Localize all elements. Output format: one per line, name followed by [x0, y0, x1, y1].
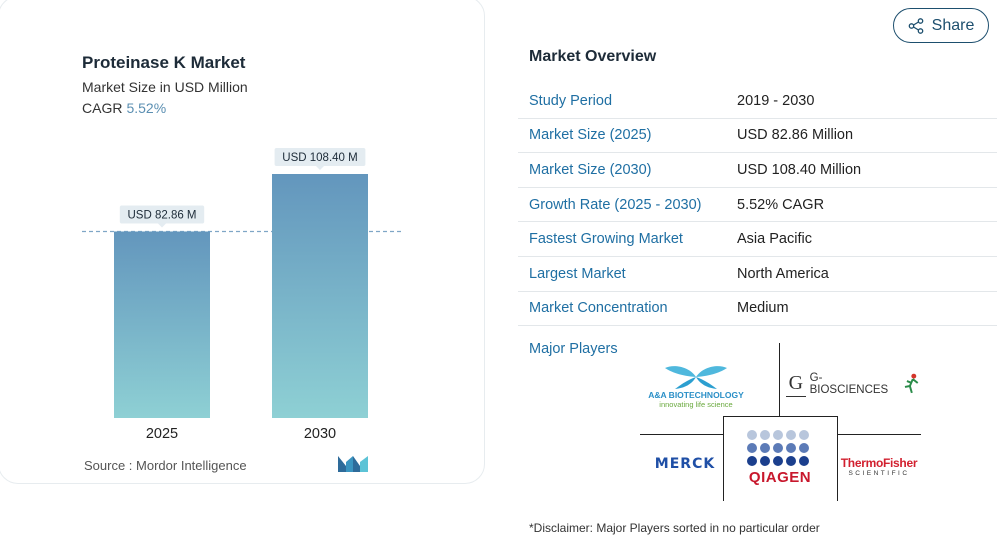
gbiosciences-logo: G G-BIOSCIENCES	[786, 366, 921, 402]
qiagen-dots-icon	[747, 429, 809, 466]
data-label-pointer	[158, 223, 166, 228]
chart-subtitle: Market Size in USD Million	[82, 79, 248, 95]
x-tick-label: 2030	[304, 426, 336, 442]
data-label-bg	[119, 205, 205, 224]
overview-value: 2019 - 2030	[737, 92, 815, 109]
bar-2025	[114, 231, 210, 418]
aa-name: A&A BIOTECHNOLOGY	[648, 389, 744, 400]
cagr-label: CAGR	[82, 100, 123, 116]
thermofisher-logo: ThermoFisher SCIENTIFIC	[838, 452, 920, 480]
overview-row: Market Concentration Medium	[518, 292, 997, 327]
overview-table: Study Period 2019 - 2030 Market Size (20…	[518, 84, 997, 327]
overview-row: Largest Market North America	[518, 257, 997, 292]
overview-label[interactable]: Study Period	[529, 92, 613, 109]
aa-tagline: innovating life science	[659, 399, 733, 409]
merck-name: MERCK	[654, 456, 716, 472]
x-tick-label: 2025	[146, 426, 178, 442]
disclaimer-note: *Disclaimer: Major Players sorted in no …	[529, 521, 820, 535]
qiagen-box	[723, 416, 838, 501]
g-mark-icon: G	[786, 371, 806, 397]
runner-icon	[905, 373, 919, 394]
overview-value: Asia Pacific	[737, 231, 812, 248]
share-button[interactable]: Share	[893, 8, 989, 43]
bar-2030	[272, 174, 368, 418]
source-note: Source : Mordor Intelligence	[84, 458, 247, 473]
data-label: USD 108.40 M	[282, 152, 357, 164]
overview-value: Medium	[737, 300, 789, 317]
cagr-line: CAGR 5.52%	[82, 100, 166, 116]
thermo-sub: SCIENTIFIC	[848, 469, 910, 477]
overview-value: USD 82.86 Million	[737, 127, 854, 144]
share-icon	[908, 17, 923, 34]
data-label: USD 82.86 M	[127, 209, 196, 221]
overview-label[interactable]: Market Concentration	[529, 300, 668, 317]
bar-chart: USD 82.86 M 2025 USD 108.40 M 2030	[82, 148, 402, 442]
data-label-pointer	[316, 166, 324, 170]
chart-title: Proteinase K Market	[82, 53, 246, 72]
grid-divider	[779, 343, 780, 416]
chart-card	[0, 0, 485, 484]
major-players-label[interactable]: Major Players	[529, 341, 618, 357]
overview-row: Fastest Growing Market Asia Pacific	[518, 222, 997, 257]
overview-label[interactable]: Largest Market	[529, 265, 626, 282]
butterfly-icon	[665, 365, 727, 389]
source-value: Mordor Intelligence	[136, 458, 247, 473]
overview-label[interactable]: Fastest Growing Market	[529, 231, 683, 248]
mordor-logo-icon	[338, 456, 368, 472]
data-label-bg	[274, 148, 366, 166]
source-label: Source :	[84, 458, 133, 473]
overview-title: Market Overview	[529, 48, 657, 65]
qiagen-name: QIAGEN	[748, 468, 812, 486]
overview-value: USD 108.40 Million	[737, 161, 862, 178]
overview-value: 5.52% CAGR	[737, 196, 825, 213]
grid-divider	[838, 434, 921, 435]
merck-logo: MERCK	[645, 450, 725, 478]
overview-row: Study Period 2019 - 2030	[518, 84, 997, 119]
thermo-name: ThermoFisher	[840, 455, 918, 470]
share-label: Share	[931, 16, 975, 34]
gbio-name: G-BIOSCIENCES	[809, 372, 889, 396]
overview-label[interactable]: Growth Rate (2025 - 2030)	[529, 196, 702, 213]
qiagen-logo: QIAGEN	[735, 426, 825, 488]
aa-biotech-logo: A&A BIOTECHNOLOGY innovating life scienc…	[640, 358, 752, 414]
overview-row: Market Size (2025) USD 82.86 Million	[518, 119, 997, 154]
overview-label[interactable]: Market Size (2030)	[529, 161, 652, 178]
cagr-value: 5.52%	[126, 100, 167, 116]
overview-label[interactable]: Market Size (2025)	[529, 127, 652, 144]
grid-divider	[640, 434, 723, 435]
overview-row: Market Size (2030) USD 108.40 Million	[518, 153, 997, 188]
overview-value: North America	[737, 265, 829, 282]
overview-row: Growth Rate (2025 - 2030) 5.52% CAGR	[518, 188, 997, 223]
